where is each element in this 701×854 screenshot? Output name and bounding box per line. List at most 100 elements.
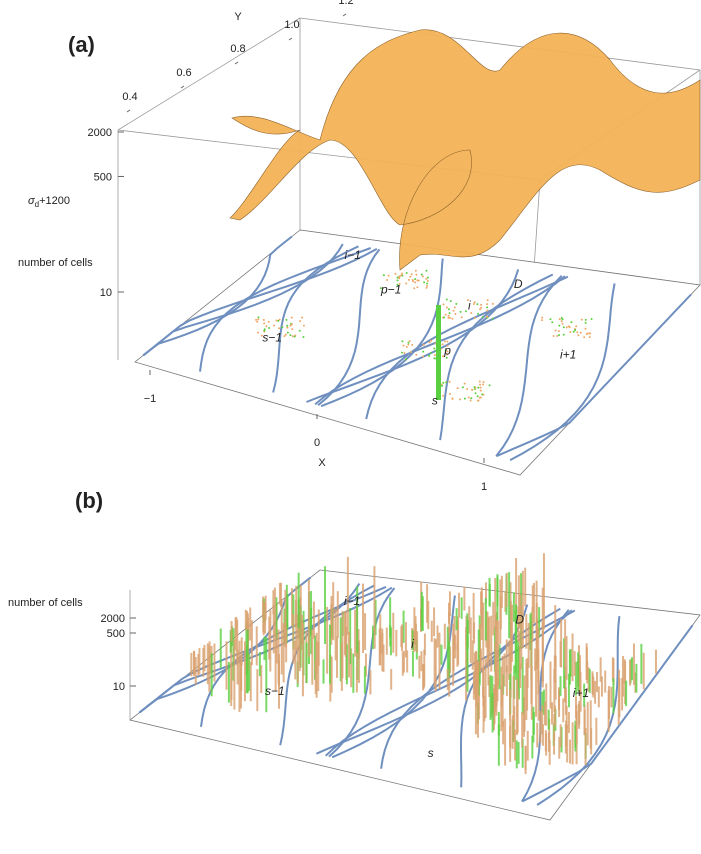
cell-bar [601,676,603,696]
cell-dot [566,326,568,328]
cell-dot [573,331,575,333]
cell-dot [581,319,583,321]
cell-bar [230,663,232,699]
cell-bar [494,578,496,630]
cell-bar [494,688,496,724]
cell-dot [479,384,481,386]
x-tick-label: 1 [481,481,487,493]
cell-dot [426,287,428,289]
cell-dot [287,332,289,334]
cell-bar [496,683,498,706]
cell-dot [556,335,558,337]
cell-dot [405,282,407,284]
cell-bar [456,608,458,630]
cell-dot [263,322,265,324]
cell-dot [481,393,483,395]
cell-dot [492,303,494,305]
cell-bar [506,639,508,672]
cell-bar [286,594,288,628]
cell-dot [452,398,454,400]
cell-bar [337,591,339,638]
cell-bar [515,558,517,613]
cell-bar [369,670,371,694]
axis-title: σd+1200 [28,195,70,209]
cell-bar [534,648,536,670]
cell-dot [576,331,578,333]
cell-bar [618,700,620,725]
cell-bar [572,633,574,681]
cell-dot [411,273,413,275]
cell-dot [574,329,576,331]
cell-dot [443,303,445,305]
cell-dot [294,336,296,338]
cell-dot [292,335,294,337]
cell-dot [406,272,408,274]
cell-dot [477,395,479,397]
cell-bar [395,630,397,656]
cell-dot [265,325,267,327]
cell-bar [643,653,645,690]
cell-bar [566,636,568,680]
cell-bar [542,631,544,688]
cell-dot [470,397,472,399]
cell-bar [390,628,392,656]
state-label: i [411,637,414,651]
cell-dot [423,344,425,346]
state-label: p [443,344,451,358]
cell-dot [413,287,415,289]
cell-bar [481,592,483,628]
cell-bar [433,607,435,636]
cell-bar [545,733,547,755]
cell-dot [256,321,258,323]
cell-dot [411,344,413,346]
z-tick-label: 500 [94,171,112,183]
cell-dot [401,340,403,342]
cell-dot [394,273,396,275]
cell-dot [551,321,553,323]
cell-dot [459,398,461,400]
z-tick-label: 2000 [88,127,112,139]
cell-dot [585,319,587,321]
cell-dot [289,325,291,327]
cell-bar [231,621,233,642]
cell-bar [354,609,356,656]
cell-bar [528,623,530,668]
cell-bar [240,663,242,709]
cell-bar [489,584,491,607]
state-label: i [468,298,471,312]
cell-bar [315,659,317,694]
cell-dot [446,341,448,343]
cell-bar [551,702,553,724]
axis-title: Y [234,11,242,23]
cell-dot [577,334,579,336]
cell-bar [225,641,227,689]
cell-bar [568,712,570,733]
panel-label: (a) [68,32,95,57]
cell-dot [426,285,428,287]
cell-dot [286,325,288,327]
cell-bar [516,678,518,735]
cell-bar [352,654,354,693]
cell-dot [476,303,478,305]
cell-dot [425,270,427,272]
cell-dot [448,308,450,310]
cell-dot [276,319,278,321]
cell-dot [409,340,411,342]
cell-dot [486,306,488,308]
cell-bar [498,712,500,736]
cell-bar [472,640,474,669]
cell-dot [255,319,257,321]
cell-dot [442,395,444,397]
floor [135,230,700,475]
cell-dot [465,310,467,312]
cell-dot [451,318,453,320]
cell-bar [519,664,521,688]
y-tick [127,110,130,112]
cell-bar [590,728,592,754]
cell-dot [418,280,420,282]
cell-dot [477,387,479,389]
cell-dot [591,318,593,320]
y-tick [343,14,346,16]
cell-bar [530,639,532,703]
cell-dot [415,354,417,356]
